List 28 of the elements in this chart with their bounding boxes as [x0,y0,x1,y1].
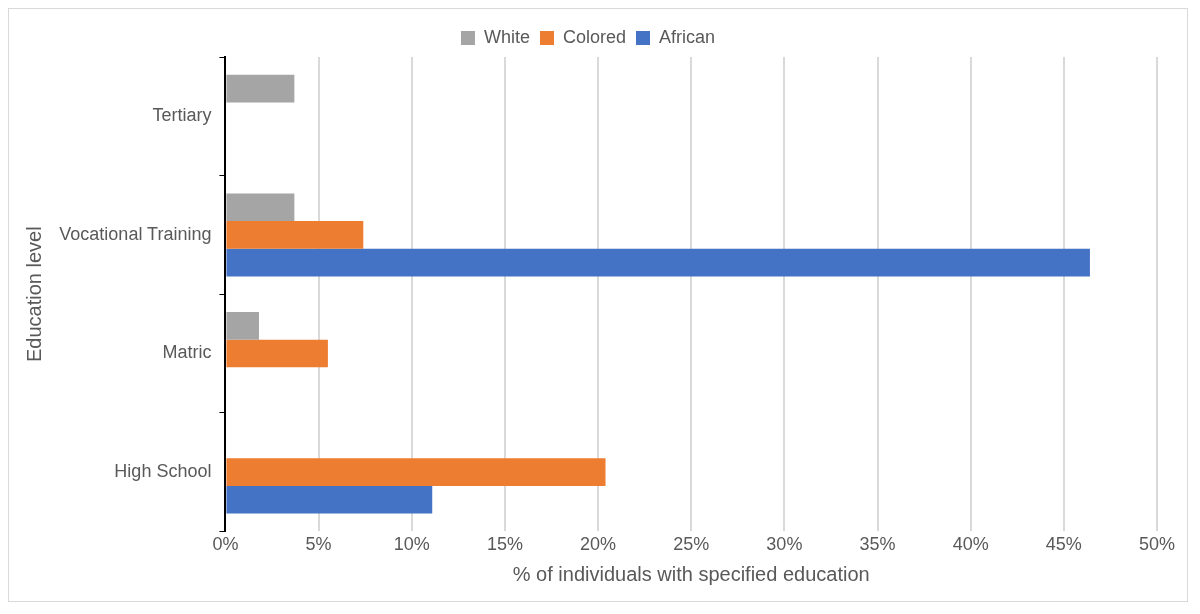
y-tick-label: Matric [162,342,212,363]
x-tick-label: 10% [393,534,430,555]
bar [226,193,295,222]
x-tick-label: 0% [212,534,239,555]
x-tick-label: 30% [766,534,803,555]
bar [226,339,328,368]
x-tick-label: 20% [580,534,617,555]
x-tick-label: 5% [305,534,332,555]
bar [226,458,606,486]
x-axis-title: % of individuals with specified education [512,562,870,585]
bar [226,485,433,514]
bar [226,74,295,103]
legend-label: White [483,26,530,47]
legend-label: Colored [562,26,627,47]
legend-label: African [659,26,716,47]
x-tick-label: 45% [1045,534,1082,555]
x-tick-label: 35% [859,534,896,555]
bar [226,311,259,340]
y-axis-title: Education level [22,226,45,363]
y-tick-label: High School [114,461,212,482]
x-tick-label: 50% [1138,534,1176,555]
x-tick-label: 15% [486,534,523,555]
x-tick-label: 25% [673,534,710,555]
x-tick-label: 40% [952,534,989,555]
y-tick-label: Vocational Training [59,223,212,244]
bar [226,221,364,249]
bar [226,248,1090,277]
y-tick-label: Tertiary [152,105,212,126]
